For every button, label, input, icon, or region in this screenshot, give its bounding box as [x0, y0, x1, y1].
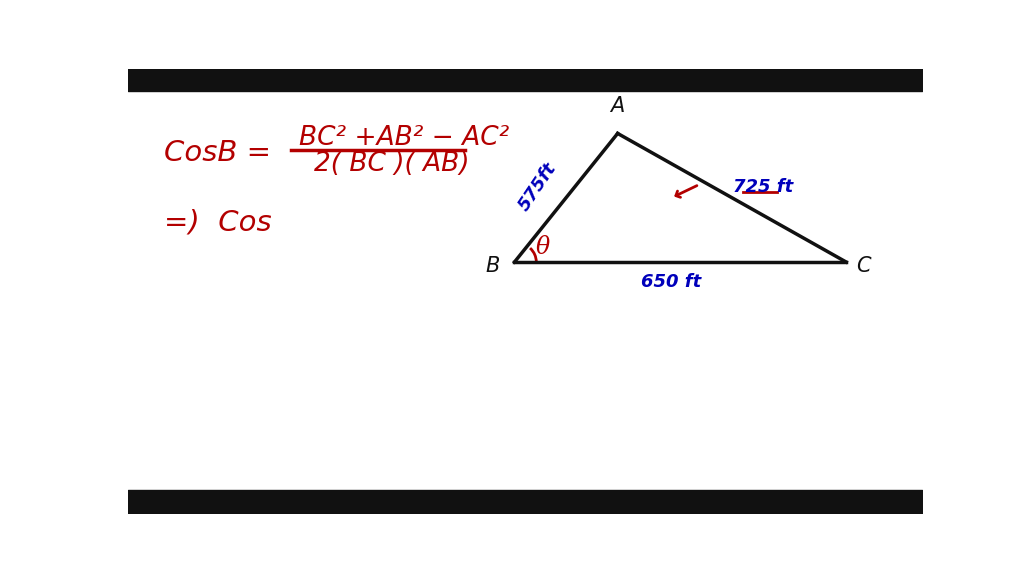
Text: 575ft: 575ft [515, 159, 560, 214]
Text: 725 ft: 725 ft [733, 177, 793, 196]
Text: θ: θ [536, 236, 550, 259]
Text: CosB =: CosB = [164, 139, 270, 168]
Text: B: B [485, 256, 500, 276]
Text: BC² +AB² − AC²: BC² +AB² − AC² [299, 125, 509, 151]
Text: 2( BC )( AB): 2( BC )( AB) [314, 151, 470, 177]
Text: C: C [856, 256, 871, 276]
Text: A: A [610, 96, 625, 116]
Text: =)  Cos: =) Cos [164, 208, 271, 236]
Text: 650 ft: 650 ft [641, 273, 701, 291]
